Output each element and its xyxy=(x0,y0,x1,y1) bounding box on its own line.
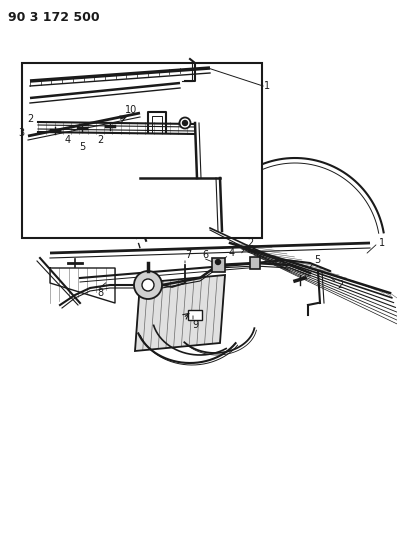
Bar xyxy=(22,63,262,238)
Text: 4: 4 xyxy=(65,135,71,145)
Polygon shape xyxy=(135,275,225,351)
Text: 6: 6 xyxy=(202,250,208,260)
Text: 2: 2 xyxy=(247,238,253,248)
Bar xyxy=(212,258,225,272)
Text: 7: 7 xyxy=(185,250,191,260)
Text: 1: 1 xyxy=(264,81,270,91)
Text: 2: 2 xyxy=(97,135,103,145)
Circle shape xyxy=(179,117,191,128)
Text: 90 3 172 500: 90 3 172 500 xyxy=(8,11,100,24)
Text: 2: 2 xyxy=(337,280,343,290)
Text: 5: 5 xyxy=(314,255,320,265)
Text: 4: 4 xyxy=(229,248,235,258)
Circle shape xyxy=(183,120,187,125)
Text: 5: 5 xyxy=(79,142,85,152)
Circle shape xyxy=(142,279,154,291)
Circle shape xyxy=(216,260,220,264)
Text: 8: 8 xyxy=(97,288,103,298)
Bar xyxy=(250,257,260,269)
Bar xyxy=(188,310,202,320)
Text: 2: 2 xyxy=(28,114,34,124)
Text: 10: 10 xyxy=(125,105,137,115)
Text: 9: 9 xyxy=(192,320,198,330)
Circle shape xyxy=(134,271,162,299)
Text: 1: 1 xyxy=(379,238,385,248)
Text: 3: 3 xyxy=(18,128,24,138)
